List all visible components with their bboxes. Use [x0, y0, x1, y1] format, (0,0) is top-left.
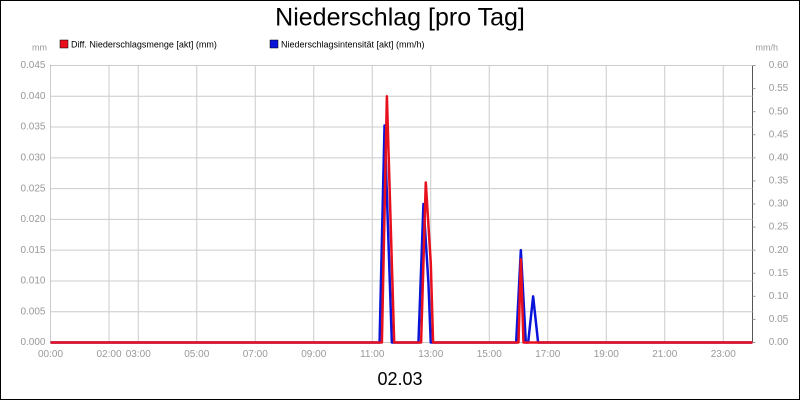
y-tick-label: 0.025	[20, 183, 45, 194]
y2-tick-label: 0.45	[769, 129, 789, 140]
x-axis-label: 02.03	[377, 369, 422, 389]
legend-label: Niederschlagsintensität [akt] (mm/h)	[281, 39, 425, 49]
x-tick-label: 05:00	[184, 349, 209, 360]
y-tick-label: 0.020	[20, 214, 45, 225]
x-tick-label: 03:00	[126, 349, 151, 360]
y-tick-label: 0.015	[20, 245, 45, 256]
legend-swatch	[269, 39, 279, 49]
y2-tick-label: 0.05	[769, 314, 789, 325]
legend-swatch	[59, 39, 69, 49]
y-tick-label: 0.045	[20, 60, 45, 71]
y2-tick-label: 0.50	[769, 106, 789, 117]
x-tick-label: 07:00	[243, 349, 268, 360]
y2-tick-label: 0.10	[769, 291, 789, 302]
y-tick-label: 0.035	[20, 122, 45, 133]
y-tick-label: 0.005	[20, 306, 45, 317]
y2-axis-unit: mm/h	[756, 42, 779, 52]
y2-tick-label: 0.35	[769, 176, 789, 187]
x-tick-label: 19:00	[594, 349, 619, 360]
x-tick-label: 11:00	[360, 349, 385, 360]
x-tick-label: 02:00	[96, 349, 121, 360]
x-tick-label: 09:00	[301, 349, 326, 360]
chart-title: Niederschlag [pro Tag]	[275, 4, 525, 32]
series-line	[50, 95, 753, 344]
y2-tick-label: 0.25	[769, 222, 789, 233]
series-line	[50, 124, 753, 344]
y-axis-unit: mm	[32, 42, 47, 52]
legend-label: Diff. Niederschlagsmenge [akt] (mm)	[71, 39, 217, 49]
y-tick-label: 0.030	[20, 152, 45, 163]
y-tick-label: 0.010	[20, 276, 45, 287]
x-tick-label: 15:00	[477, 349, 502, 360]
x-tick-label: 23:00	[711, 349, 736, 360]
y2-tick-label: 0.30	[769, 199, 789, 210]
y2-tick-label: 0.15	[769, 268, 789, 279]
y-tick-label: 0.000	[20, 337, 45, 348]
x-tick-label: 13:00	[418, 349, 443, 360]
x-tick-label: 17:00	[535, 349, 560, 360]
y2-tick-label: 0.60	[769, 60, 789, 71]
y2-tick-label: 0.00	[769, 337, 789, 348]
y2-tick-label: 0.55	[769, 83, 789, 94]
x-tick-label: 21:00	[652, 349, 677, 360]
y2-tick-label: 0.40	[769, 152, 789, 163]
y-tick-label: 0.040	[20, 91, 45, 102]
x-tick-label: 00:00	[38, 349, 63, 360]
y2-tick-label: 0.20	[769, 245, 789, 256]
